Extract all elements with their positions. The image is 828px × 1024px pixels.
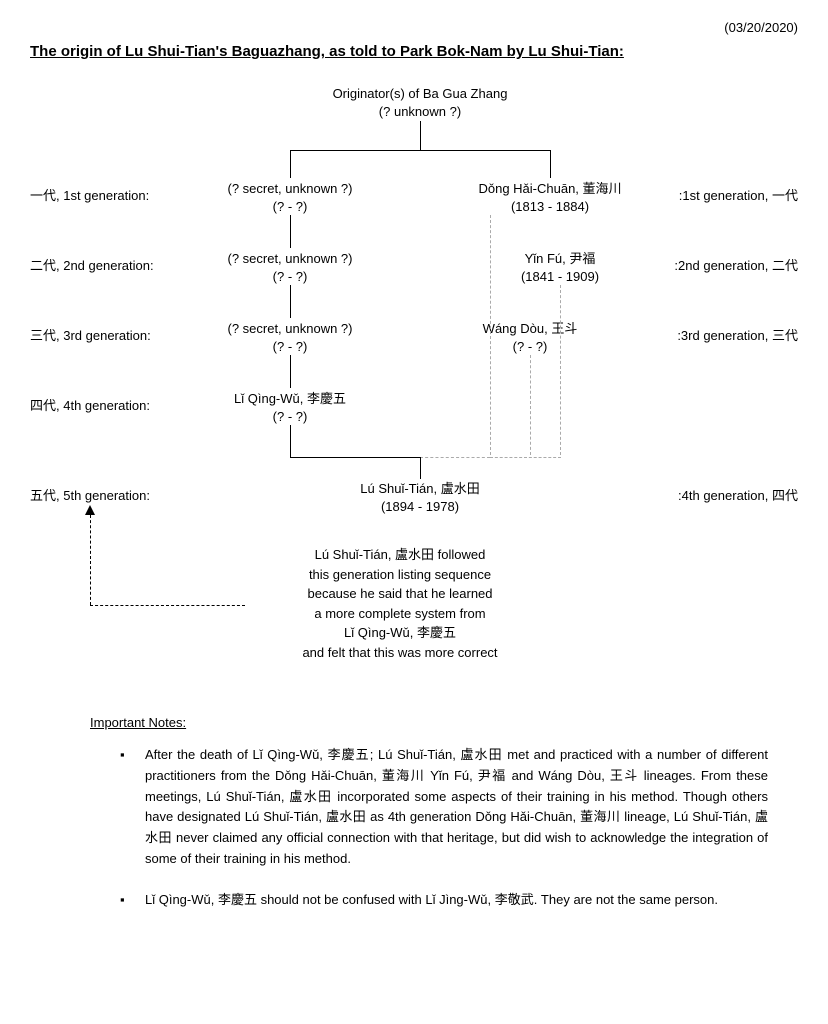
lineage-diagram: Originator(s) of Ba Gua Zhang (? unknown… [30, 85, 798, 685]
right-g1-node: Dǒng Hǎi-Chuān, 董海川 (1813 - 1884) [450, 180, 650, 216]
right-g2-node: Yǐn Fú, 尹福 (1841 - 1909) [480, 250, 640, 286]
line [290, 150, 291, 178]
left-g3-line2: (? - ?) [210, 338, 370, 356]
right-g1-line1: Dǒng Hǎi-Chuān, 董海川 [450, 180, 650, 198]
note-l4: a more complete system from [250, 604, 550, 624]
line-dashed [420, 457, 490, 458]
line [290, 355, 291, 388]
line [290, 150, 550, 151]
arrow-up-icon [85, 505, 95, 515]
center-g5-line1: Lú Shuǐ-Tián, 盧水田 [320, 480, 520, 498]
left-label-g4: 四代, 4th generation: [30, 395, 150, 414]
line [420, 457, 421, 479]
right-label-g4: :4th generation, 四代 [678, 485, 798, 504]
line-dashed [490, 457, 561, 458]
line [290, 215, 291, 248]
sequence-note: Lú Shuǐ-Tián, 盧水田 followed this generati… [250, 545, 550, 662]
line-dashed [530, 355, 531, 455]
page-title: The origin of Lu Shui-Tian's Baguazhang,… [30, 43, 798, 60]
right-g3-line2: (? - ?) [450, 338, 610, 356]
left-label-g5: 五代, 5th generation: [30, 485, 150, 504]
originator-line2: (? unknown ?) [310, 103, 530, 121]
left-g3-node: (? secret, unknown ?) (? - ?) [210, 320, 370, 356]
right-g1-line2: (1813 - 1884) [450, 198, 650, 216]
center-g5-line2: (1894 - 1978) [320, 498, 520, 516]
line-dashed [490, 215, 491, 455]
date-label: (03/20/2020) [30, 20, 798, 35]
note-l1: Lú Shuǐ-Tián, 盧水田 followed [250, 545, 550, 565]
right-g3-node: Wáng Dòu, 王斗 (? - ?) [450, 320, 610, 356]
line [290, 425, 291, 458]
left-g2-line1: (? secret, unknown ?) [210, 250, 370, 268]
left-g4-node: Lǐ Qìng-Wǔ, 李慶五 (? - ?) [210, 390, 370, 426]
line-dashed-arrow [90, 515, 91, 605]
right-label-g1: :1st generation, 一代 [679, 185, 798, 204]
right-label-g3: :3rd generation, 三代 [677, 325, 798, 344]
left-label-g2: 二代, 2nd generation: [30, 255, 154, 274]
originator-line1: Originator(s) of Ba Gua Zhang [310, 85, 530, 103]
left-g1-node: (? secret, unknown ?) (? - ?) [210, 180, 370, 216]
note-item-1: After the death of Lǐ Qìng-Wǔ, 李慶五; Lú S… [120, 745, 768, 870]
line-dashed-arrow [90, 605, 245, 606]
left-g2-node: (? secret, unknown ?) (? - ?) [210, 250, 370, 286]
left-g1-line1: (? secret, unknown ?) [210, 180, 370, 198]
note-l6: and felt that this was more correct [250, 643, 550, 663]
notes-list: After the death of Lǐ Qìng-Wǔ, 李慶五; Lú S… [120, 745, 768, 911]
left-label-g3: 三代, 3rd generation: [30, 325, 151, 344]
notes-heading: Important Notes: [90, 715, 798, 730]
right-g3-line1: Wáng Dòu, 王斗 [450, 320, 610, 338]
left-g3-line1: (? secret, unknown ?) [210, 320, 370, 338]
right-g2-line1: Yǐn Fú, 尹福 [480, 250, 640, 268]
note-l2: this generation listing sequence [250, 565, 550, 585]
right-label-g2: :2nd generation, 二代 [674, 255, 798, 274]
left-label-g1: 一代, 1st generation: [30, 185, 149, 204]
line-dashed [560, 285, 561, 455]
note-l3: because he said that he learned [250, 584, 550, 604]
center-g5-node: Lú Shuǐ-Tián, 盧水田 (1894 - 1978) [320, 480, 520, 516]
left-g1-line2: (? - ?) [210, 198, 370, 216]
left-g4-line1: Lǐ Qìng-Wǔ, 李慶五 [210, 390, 370, 408]
note-l5: Lǐ Qìng-Wǔ, 李慶五 [250, 623, 550, 643]
left-g2-line2: (? - ?) [210, 268, 370, 286]
right-g2-line2: (1841 - 1909) [480, 268, 640, 286]
line [550, 150, 551, 178]
line [290, 457, 421, 458]
left-g4-line2: (? - ?) [210, 408, 370, 426]
line [290, 285, 291, 318]
originator-node: Originator(s) of Ba Gua Zhang (? unknown… [310, 85, 530, 121]
line [420, 121, 421, 151]
note-item-2: Lǐ Qìng-Wǔ, 李慶五 should not be confused w… [120, 890, 768, 911]
